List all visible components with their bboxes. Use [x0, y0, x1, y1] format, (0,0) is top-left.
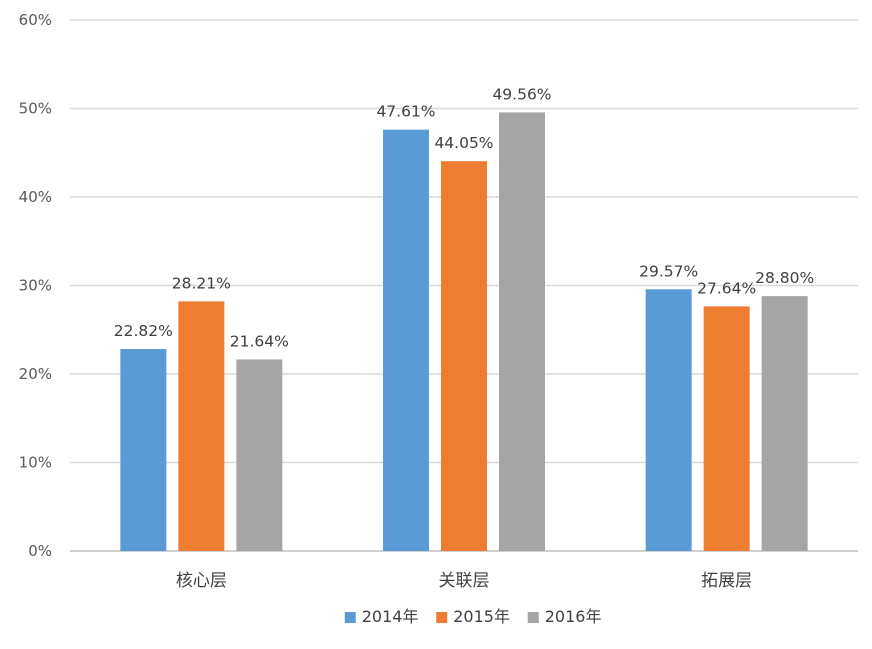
legend-swatch	[436, 612, 448, 623]
y-tick-label: 20%	[19, 365, 52, 383]
data-label: 22.82%	[114, 322, 173, 340]
data-label: 29.57%	[639, 262, 698, 280]
legend-item: 2016年	[527, 607, 602, 626]
data-label: 27.64%	[697, 279, 756, 297]
y-tick-label: 30%	[19, 277, 52, 295]
bar-2014年-拓展层	[645, 289, 692, 551]
legend-swatch	[344, 612, 356, 623]
category-label: 关联层	[439, 571, 490, 591]
data-label: 28.21%	[172, 274, 231, 292]
legend-label: 2016年	[545, 607, 602, 626]
bars	[120, 112, 808, 552]
y-tick-label: 0%	[28, 542, 52, 560]
category-label: 拓展层	[701, 571, 752, 591]
y-tick-label: 10%	[19, 454, 52, 472]
bar-2016年-核心层	[236, 359, 283, 551]
bar-2016年-关联层	[499, 112, 545, 552]
bar-2014年-关联层	[383, 129, 429, 552]
y-tick-label: 60%	[19, 11, 52, 29]
y-tick-label: 40%	[19, 188, 52, 206]
data-label: 44.05%	[434, 134, 493, 152]
y-tick-label: 50%	[19, 100, 52, 118]
bar-2015年-关联层	[441, 161, 487, 551]
data-label: 47.61%	[376, 103, 435, 121]
x-axis-category-labels: 核心层 关联层 拓展层	[176, 571, 752, 591]
data-labels: 22.82% 28.21% 21.64% 47.61% 44.05% 49.56% 29.5…	[114, 85, 814, 350]
legend-label: 2015年	[453, 607, 510, 626]
legend-item: 2014年	[344, 607, 419, 626]
legend-label: 2014年	[362, 607, 419, 626]
legend-swatch	[527, 612, 539, 623]
y-axis-tick-labels: 0% 10% 20% 30% 40% 50% 60%	[19, 11, 52, 560]
legend: 2014年 2015年 2016年	[344, 607, 602, 626]
legend-item: 2015年	[436, 607, 510, 626]
bar-2014年-核心层	[120, 349, 167, 551]
bar-2015年-核心层	[178, 301, 225, 551]
data-label: 28.80%	[755, 269, 814, 287]
data-label: 21.64%	[230, 332, 289, 350]
data-label: 49.56%	[492, 85, 551, 103]
category-label: 核心层	[176, 571, 227, 591]
bar-2015年-拓展层	[703, 306, 750, 551]
bar-2016年-拓展层	[761, 296, 808, 551]
